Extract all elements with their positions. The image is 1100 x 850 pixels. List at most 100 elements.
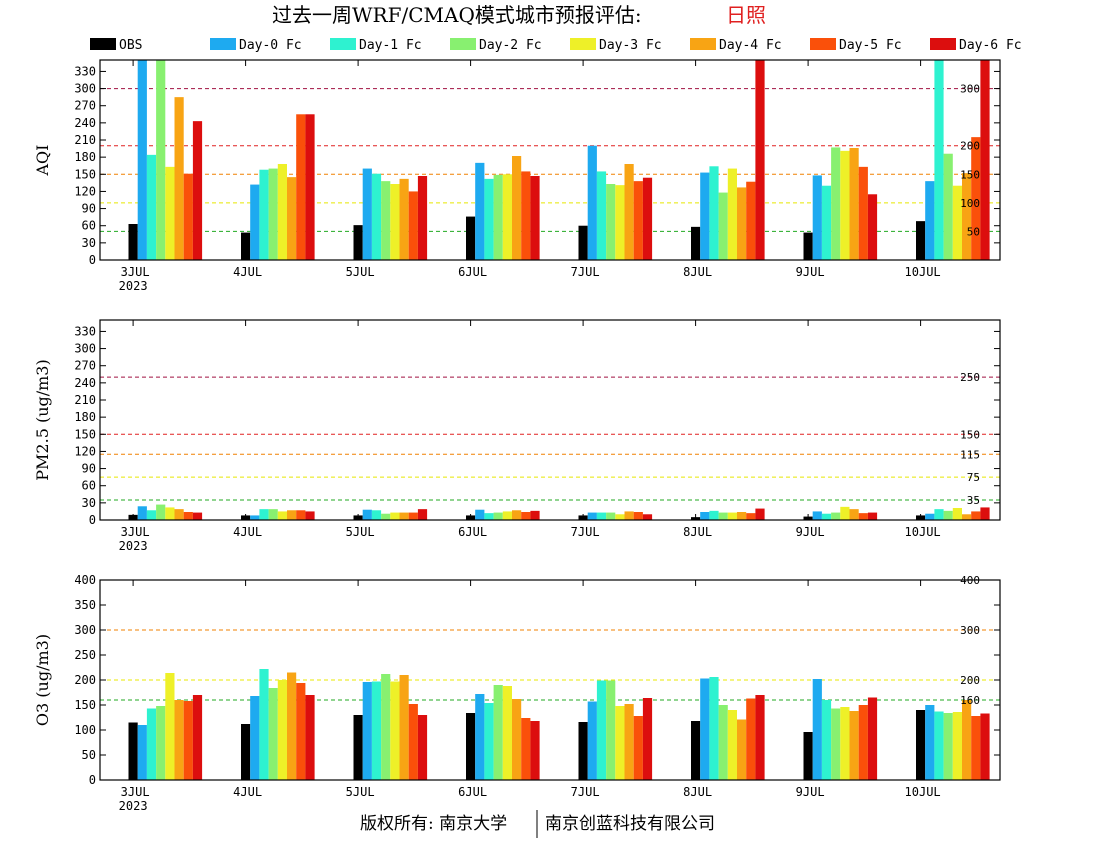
panel-aqi-bar-day-2-fc-10jul [943,153,953,260]
panel-aqi-bar-day-2-fc-8jul [718,192,728,260]
panel-o3-ytick-label-250: 250 [74,648,96,662]
panel-o3-bar-day-3-fc-7jul [615,706,625,780]
panel-o3-bar-day-3-fc-8jul [727,710,737,780]
panel-pm2-5-bar-day-4-fc-4jul [287,510,297,520]
panel-aqi-bar-day-5-fc-9jul [858,166,868,260]
legend-label-obs: OBS [119,38,142,53]
panel-o3-bar-day-6-fc-8jul [755,695,765,780]
panel-aqi-ref-label-50: 50 [967,225,980,238]
panel-pm2-5: 35 75 115 150 250 0 30 60 90 120 150 180 210 240 270 30… [33,319,1001,553]
panel-aqi-bar-day-3-fc-9jul [840,150,850,260]
panel-pm2-5-bar-day-1-fc-10jul [934,509,944,520]
panel-o3-bar-day-1-fc-10jul [934,711,944,780]
figure-title: 过去一周WRF/CMAQ模式城市预报评估: [272,3,642,27]
panel-o3-bar-day-6-fc-4jul [305,695,315,780]
panel-o3-ytick-label-200: 200 [74,673,96,687]
panel-aqi-bar-day-1-fc-3jul [146,154,157,260]
panel-pm2-5-xlabel-8jul: 8JUL [683,525,712,539]
legend-swatch-day-0-fc [210,38,236,50]
panel-aqi-ytick-label-270: 270 [74,99,96,113]
panel-pm2-5-ylabel: PM2.5 (ug/m3) [33,359,52,480]
panel-o3-bar-day-5-fc-9jul [858,705,868,780]
panel-o3-xlabel-4jul: 4JUL [233,785,262,799]
panel-aqi-ytick-label-0: 0 [89,253,96,267]
panel-pm2-5-bar-day-0-fc-10jul [925,513,935,520]
panel-o3-xlabel-5jul: 5JUL [346,785,375,799]
panel-pm2-5-xlabel-year: 2023 [119,539,148,553]
panel-aqi-bar-day-2-fc-4jul [268,168,278,260]
panel-aqi-bar-day-1-fc-9jul [821,185,832,260]
panel-pm2-5-bar-day-5-fc-10jul [971,511,981,520]
panel-aqi-bar-day-0-fc-10jul [925,181,935,260]
panel-aqi-ytick-label-240: 240 [74,116,96,130]
panel-aqi-bar-day-3-fc-10jul [952,185,962,260]
panel-pm2-5-bar-day-6-fc-8jul [755,508,765,520]
panel-aqi-bar-day-4-fc-10jul [962,173,972,260]
panel-aqi-bar-day-1-fc-5jul [371,173,382,260]
panel-pm2-5-ref-label-75: 75 [967,471,980,484]
panel-aqi-bar-day-6-fc-4jul [305,114,315,261]
panel-o3-bar-day-2-fc-8jul [718,705,728,780]
panel-aqi-bar-day-2-fc-6jul [493,174,503,260]
panel-pm2-5-ytick-label-60: 60 [82,479,96,493]
panel-aqi-bar-obs-7jul [578,225,588,260]
panel-o3-bar-day-0-fc-8jul [700,678,710,780]
panel-aqi-xlabel-4jul: 4JUL [233,265,262,279]
panel-pm2-5-bar-day-3-fc-5jul [390,512,400,520]
panel-aqi-bar-obs-5jul [353,225,363,260]
panel-o3-bar-day-0-fc-9jul [812,679,822,780]
panel-aqi-bar-day-0-fc-3jul [137,60,147,260]
panel-o3-ytick-label-400: 400 [74,573,96,587]
panel-aqi-bar-day-6-fc-3jul [192,121,203,261]
panel-aqi-xlabel-10jul: 10JUL [905,265,941,279]
panel-pm2-5-ytick-label-240: 240 [74,376,96,390]
panel-aqi-bar-day-4-fc-7jul [624,164,634,260]
panel-aqi-bar-day-5-fc-7jul [633,181,643,260]
panel-pm2-5-xlabel-3jul: 3JUL [121,525,150,539]
panel-pm2-5-ref-label-150: 150 [960,428,980,441]
panel-pm2-5-bar-day-3-fc-3jul [165,507,175,520]
panel-pm2-5-xlabel-6jul: 6JUL [458,525,487,539]
panel-aqi-xlabel-9jul: 9JUL [796,265,825,279]
panel-o3-bar-day-0-fc-4jul [250,696,260,780]
panel-o3-bar-day-6-fc-5jul [417,715,428,780]
panel-aqi-bar-obs-8jul [691,226,701,260]
panel-aqi-ytick-label-180: 180 [74,150,96,164]
panel-o3-bar-day-2-fc-10jul [943,713,953,780]
panel-pm2-5-bar-day-6-fc-6jul [530,510,540,520]
panel-pm2-5-bar-day-0-fc-9jul [812,511,822,520]
panel-o3-bar-day-4-fc-10jul [962,700,972,780]
panel-o3-bar-day-5-fc-3jul [183,701,193,780]
panel-o3-bar-day-4-fc-4jul [287,672,297,780]
panel-aqi-bar-day-0-fc-7jul [587,145,597,260]
panel-aqi-bar-day-2-fc-7jul [606,184,616,260]
panel-pm2-5-bar-day-4-fc-6jul [512,510,522,520]
panel-aqi-bar-obs-4jul [241,232,251,260]
panel-o3-ylabel: O3 (ug/m3) [33,634,52,726]
panel-pm2-5-ref-label-35: 35 [967,494,980,507]
panel-pm2-5-xlabel-4jul: 4JUL [233,525,262,539]
panel-o3-bar-day-4-fc-9jul [849,711,859,780]
panel-pm2-5-bar-day-4-fc-10jul [962,514,972,520]
panel-pm2-5-xlabel-10jul: 10JUL [905,525,941,539]
legend-label-day-0-fc: Day-0 Fc [239,38,302,53]
panel-aqi-bar-day-1-fc-7jul [596,171,607,260]
panel-pm2-5-bar-day-2-fc-9jul [831,512,841,520]
panel-o3-bar-obs-10jul [916,710,926,780]
panel-o3-ytick-label-150: 150 [74,698,96,712]
panel-pm2-5-bar-day-4-fc-9jul [849,509,859,520]
panel-aqi-bar-day-1-fc-8jul [709,166,719,260]
panel-aqi-bar-day-6-fc-7jul [642,177,653,260]
panel-o3-xlabel-3jul: 3JUL [121,785,150,799]
panel-aqi-bar-day-5-fc-6jul [521,171,531,260]
panel-aqi-bar-day-4-fc-8jul [737,187,747,260]
panel-pm2-5-bar-day-1-fc-6jul [484,513,494,520]
panel-o3-bar-day-1-fc-7jul [596,680,607,780]
panel-o3-bar-day-3-fc-3jul [165,673,175,780]
panel-o3-bar-day-4-fc-8jul [737,719,747,780]
panel-pm2-5-ref-label-250: 250 [960,371,980,384]
panel-o3-bar-day-0-fc-10jul [925,705,935,780]
panel-o3-ytick-label-350: 350 [74,598,96,612]
panel-pm2-5-bar-day-2-fc-10jul [943,510,953,520]
panel-o3-bar-obs-3jul [128,722,138,780]
